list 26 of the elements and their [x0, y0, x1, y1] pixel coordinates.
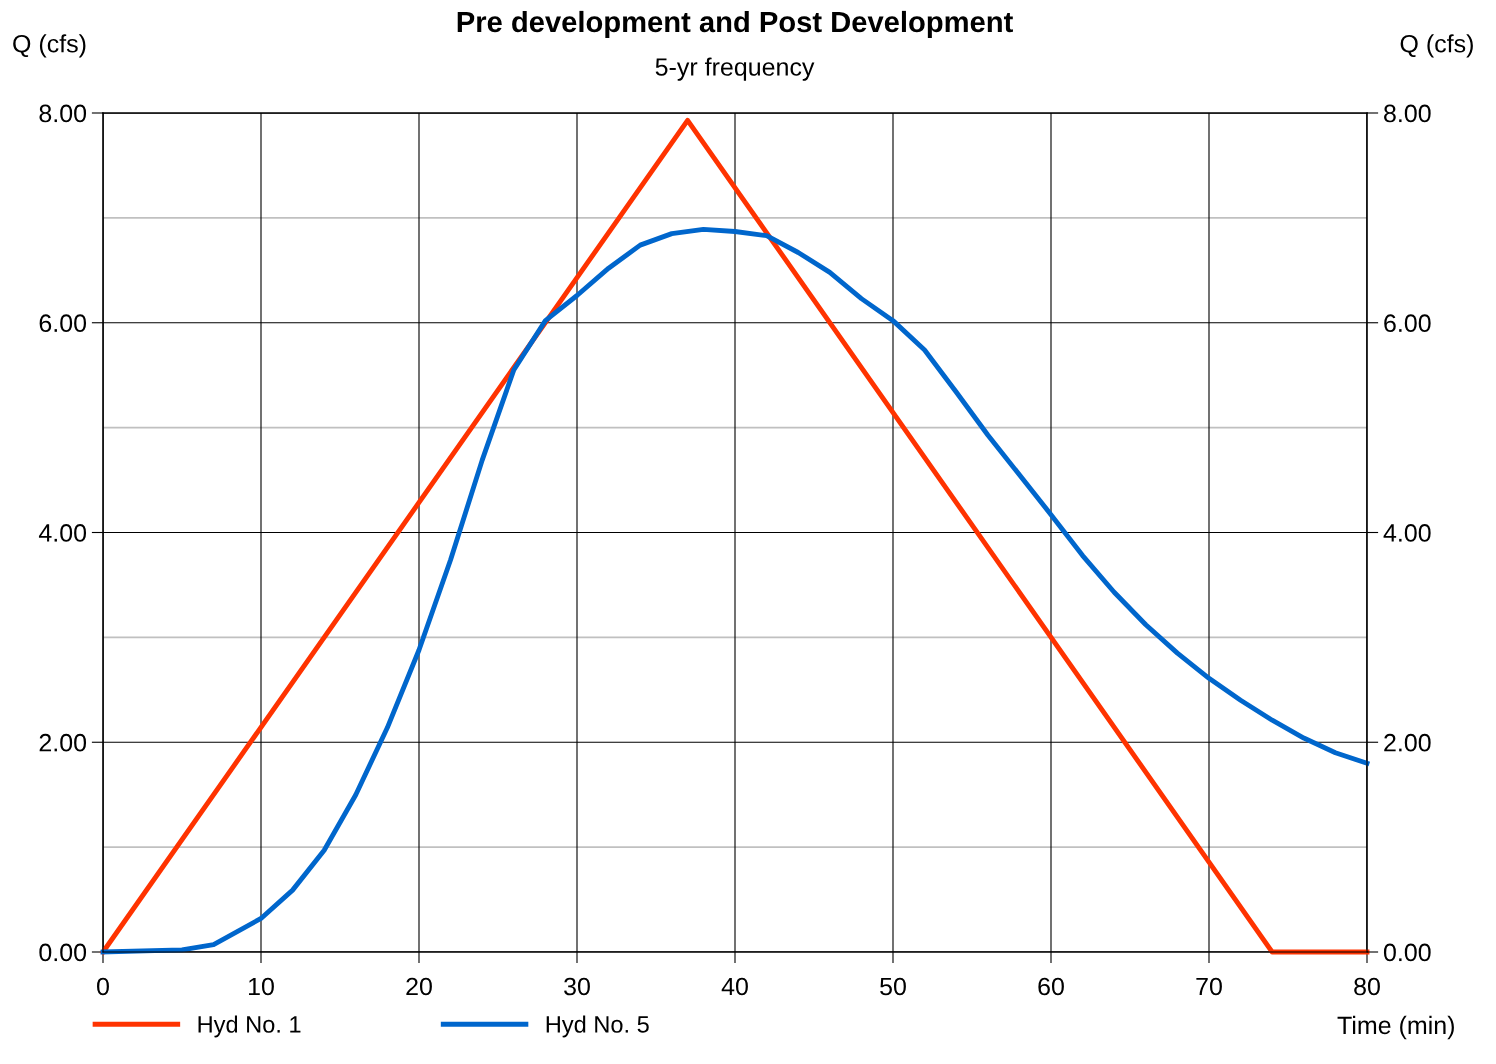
x-tick-label: 0: [97, 977, 109, 996]
x-tick-label: 70: [1196, 977, 1222, 996]
x-tick-label: 60: [1038, 977, 1064, 996]
y2-tick-label: 6.00: [1384, 314, 1431, 333]
y-tick-label: 6.00: [39, 314, 87, 333]
x-tick-label: 50: [880, 977, 906, 996]
y2-tick-label: 4.00: [1383, 524, 1431, 542]
y-tick-label: 8.00: [39, 104, 87, 123]
x-tick-label: 10: [249, 977, 274, 996]
x-tick-label: 20: [406, 977, 432, 996]
legend-label: Hyd No. 1: [198, 1015, 301, 1038]
y2-axis-title: Q (cfs): [1400, 34, 1473, 58]
y2-tick-label: 0.00: [1383, 943, 1431, 962]
y-tick-label: 4.00: [38, 524, 87, 542]
chart-subtitle: 5-yr frequency: [655, 57, 815, 81]
chart-title: Pre development and Post Development: [457, 10, 1013, 39]
x-axis-title: Time (min): [1337, 1015, 1454, 1040]
x-tick-label: 30: [564, 977, 590, 996]
x-tick-label: 40: [721, 977, 748, 996]
y-tick-label: 2.00: [39, 733, 87, 752]
y2-tick-label: 2.00: [1384, 733, 1431, 752]
legend-label: Hyd No. 5: [546, 1015, 649, 1038]
y-tick-label: 0.00: [39, 943, 87, 962]
y2-tick-label: 8.00: [1384, 104, 1431, 123]
y-axis-title: Q (cfs): [13, 34, 86, 58]
x-tick-label: 80: [1354, 977, 1380, 996]
